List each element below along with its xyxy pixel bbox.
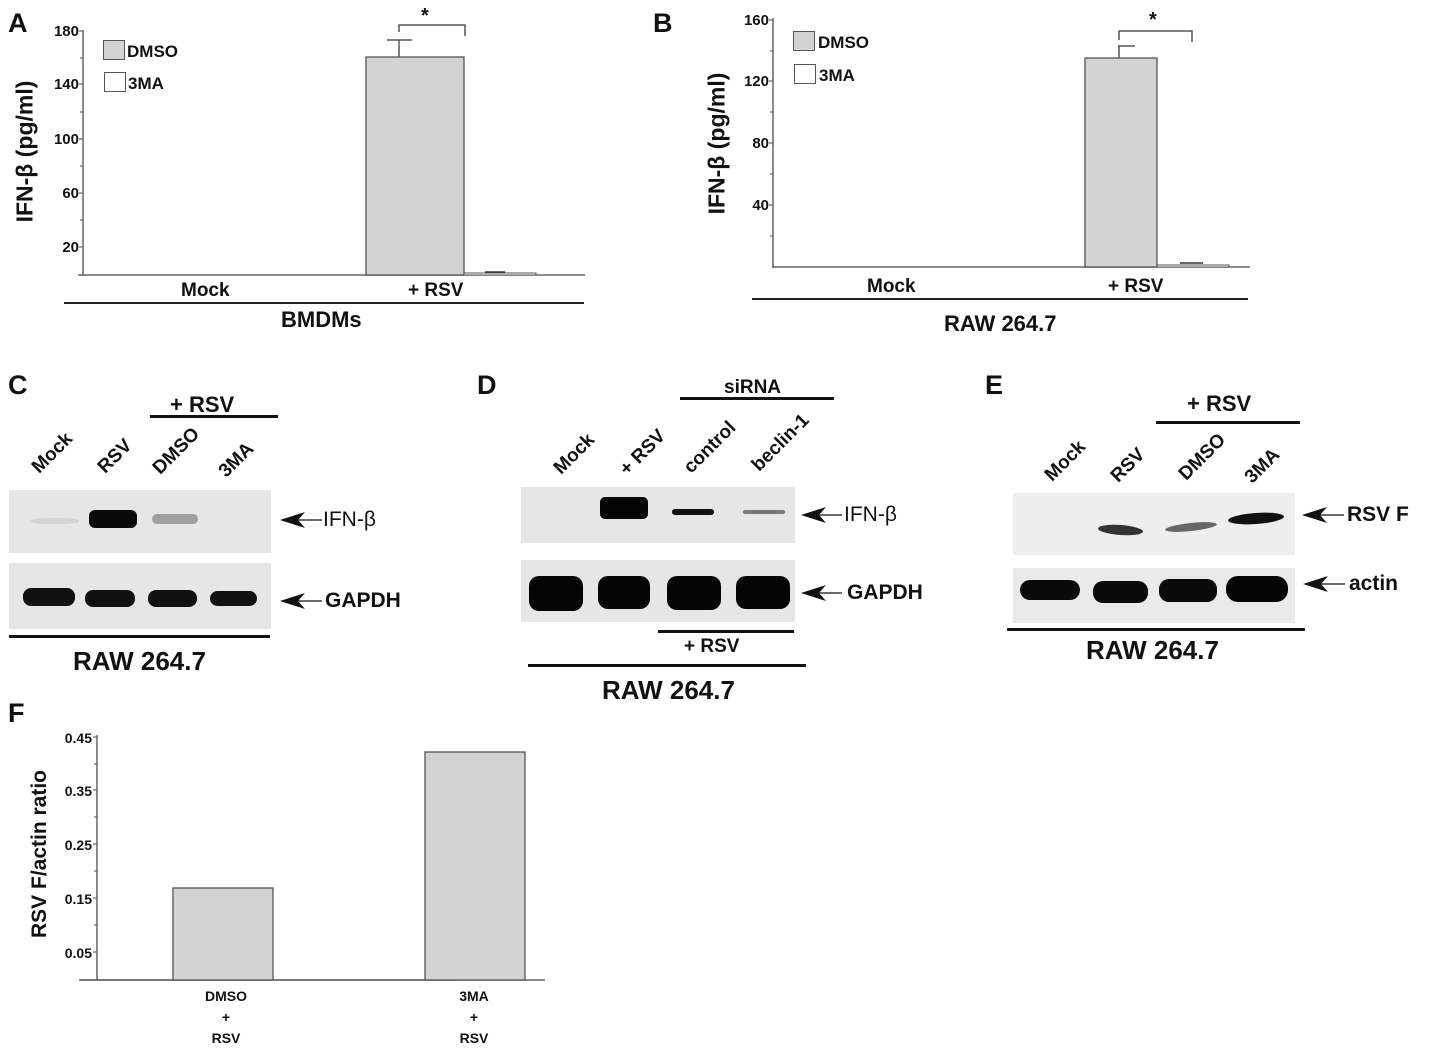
band <box>23 588 75 606</box>
band <box>598 576 650 609</box>
sirna-header: siRNA <box>724 377 782 398</box>
row-label-ifnb: IFN-β <box>844 503 897 526</box>
gel-ifnb <box>9 490 271 553</box>
x-category-mock: Mock <box>867 276 916 297</box>
y-tick: 0.45 <box>64 730 92 746</box>
band <box>672 509 714 515</box>
band <box>1093 581 1148 603</box>
band <box>667 576 721 610</box>
header-bracket <box>680 397 834 400</box>
band <box>529 576 583 611</box>
legend-label-3ma: 3MA <box>128 74 164 93</box>
legend-swatch-dmso <box>793 31 815 51</box>
legend-label-dmso: DMSO <box>818 33 869 52</box>
y-tick: 0.35 <box>64 783 92 799</box>
y-tick: 140 <box>53 76 79 93</box>
band <box>152 514 198 524</box>
gel-gapdh <box>9 563 271 629</box>
band <box>89 510 137 528</box>
row-label-gapdh: GAPDH <box>325 589 401 612</box>
x-category-plus: + <box>221 1009 231 1025</box>
band <box>600 497 648 519</box>
x-category-plus: + <box>469 1009 479 1025</box>
x-category-rsv: + RSV <box>1108 276 1164 297</box>
band <box>736 576 790 609</box>
x-category-mock: Mock <box>181 280 230 301</box>
y-tick: 0.05 <box>64 945 92 961</box>
band <box>1020 580 1080 600</box>
blot-actin <box>1013 568 1295 623</box>
rsv-sublabel: + RSV <box>684 636 740 657</box>
gel-gapdh <box>521 560 795 622</box>
row-label-gapdh: GAPDH <box>847 581 923 604</box>
significance-star: * <box>1149 9 1157 31</box>
row-label-actin: actin <box>1349 572 1399 595</box>
x-category-rsv: RSV <box>211 1030 241 1046</box>
footer-bracket <box>1007 628 1305 631</box>
band <box>148 590 197 607</box>
rsv-bracket <box>658 630 794 633</box>
y-tick: 120 <box>743 73 769 90</box>
panel-label-b: B <box>653 8 673 38</box>
x-category-rsv: RSV <box>459 1030 489 1046</box>
y-tick: 0.25 <box>64 837 92 853</box>
panel-label-f: F <box>8 698 25 728</box>
legend-swatch-dmso <box>103 40 125 60</box>
band <box>31 518 79 524</box>
footer-bracket <box>9 635 270 638</box>
x-category-3ma: 3MA <box>459 988 489 1004</box>
x-category-rsv: + RSV <box>408 280 464 301</box>
gel-ifnb <box>521 487 795 543</box>
band <box>1226 576 1288 602</box>
panel-label-a: A <box>8 8 28 38</box>
panel-label-e: E <box>985 370 1004 400</box>
treatment-header: + RSV <box>1187 391 1252 416</box>
y-tick: 100 <box>53 131 79 148</box>
y-tick: 20 <box>62 239 79 256</box>
header-bracket <box>150 415 278 418</box>
y-axis-label: RSV F/actin ratio <box>28 769 51 939</box>
blot-rsvf <box>1013 493 1295 555</box>
treatment-header: + RSV <box>170 392 235 417</box>
y-tick: 0.15 <box>64 891 92 907</box>
y-tick: 60 <box>62 185 79 202</box>
y-tick: 180 <box>53 23 79 40</box>
panel-label-c: C <box>8 370 28 400</box>
legend-swatch-3ma <box>104 72 126 92</box>
row-label-rsvf: RSV F <box>1347 503 1409 526</box>
header-bracket <box>1156 421 1300 424</box>
y-tick: 80 <box>752 135 769 152</box>
group-label-bmdms: BMDMs <box>281 307 362 332</box>
cell-line-label: RAW 264.7 <box>602 675 735 705</box>
row-label-ifnb: IFN-β <box>323 508 376 531</box>
band <box>85 590 135 607</box>
legend-label-dmso: DMSO <box>127 42 178 61</box>
significance-star: * <box>421 5 429 27</box>
group-label-raw: RAW 264.7 <box>944 311 1057 336</box>
band <box>1159 579 1217 602</box>
cell-line-label: RAW 264.7 <box>73 646 206 676</box>
band <box>743 510 785 514</box>
footer-bracket <box>528 664 806 667</box>
y-tick: 160 <box>743 12 769 29</box>
band <box>210 591 257 606</box>
legend-label-3ma: 3MA <box>819 66 855 85</box>
panel-label-d: D <box>477 370 497 400</box>
legend-swatch-3ma <box>794 64 816 84</box>
cell-line-label: RAW 264.7 <box>1086 635 1219 665</box>
y-tick: 40 <box>752 197 769 214</box>
x-category-dmso: DMSO <box>205 988 247 1004</box>
